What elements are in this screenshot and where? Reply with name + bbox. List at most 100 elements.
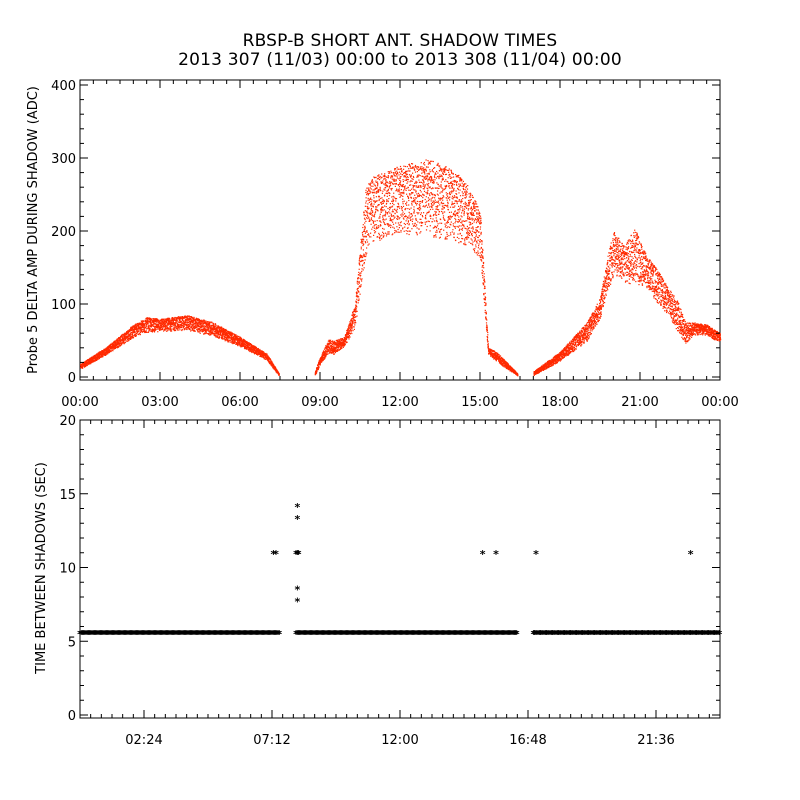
- amplitude-point: [319, 359, 321, 361]
- amplitude-point: [389, 192, 391, 195]
- amplitude-point: [428, 173, 430, 175]
- amplitude-point: [380, 209, 382, 211]
- amplitude-point: [197, 326, 200, 328]
- amplitude-point: [358, 280, 360, 283]
- amplitude-point: [323, 350, 325, 352]
- amplitude-point: [432, 201, 434, 204]
- amplitude-point: [386, 193, 389, 195]
- amplitude-point: [321, 355, 323, 357]
- amplitude-point: [375, 206, 377, 208]
- amplitude-point: [370, 218, 372, 220]
- amplitude-point: [173, 325, 175, 327]
- amplitude-point: [399, 168, 401, 170]
- amplitude-point: [158, 324, 160, 326]
- amplitude-point: [216, 328, 218, 330]
- amplitude-point: [230, 336, 232, 338]
- amplitude-point: [252, 345, 254, 347]
- amplitude-point: [426, 221, 428, 223]
- amplitude-point: [166, 328, 168, 330]
- amplitude-point: [137, 322, 139, 324]
- amplitude-point: [164, 326, 166, 328]
- amplitude-point: [168, 319, 170, 321]
- amplitude-point: [382, 190, 384, 192]
- amplitude-point: [250, 345, 252, 347]
- amplitude-point: [141, 330, 143, 332]
- amplitude-point: [194, 327, 196, 329]
- amplitude-point: [203, 326, 205, 329]
- amplitude-point: [371, 214, 373, 216]
- amplitude-point: [179, 319, 181, 321]
- amplitude-point: [208, 321, 210, 323]
- amplitude-point: [395, 198, 397, 200]
- amplitude-point: [131, 326, 133, 328]
- amplitude-point: [136, 325, 138, 328]
- amplitude-point: [378, 199, 380, 202]
- amplitude-point: [169, 321, 171, 323]
- amplitude-point: [230, 340, 232, 342]
- amplitude-point: [428, 182, 430, 185]
- amplitude-point: [379, 225, 381, 227]
- amplitude-point: [232, 339, 234, 341]
- amplitude-point: [427, 189, 429, 192]
- amplitude-point: [412, 184, 414, 186]
- amplitude-point: [201, 328, 203, 330]
- amplitude-point: [192, 319, 194, 321]
- amplitude-point: [365, 200, 367, 202]
- amplitude-point: [427, 160, 429, 162]
- amplitude-point: [173, 323, 175, 325]
- amplitude-point: [390, 181, 392, 183]
- amplitude-point: [145, 327, 147, 329]
- amplitude-point: [411, 215, 413, 217]
- amplitude-point: [344, 343, 346, 346]
- amplitude-point: [335, 345, 337, 347]
- amplitude-point: [186, 322, 188, 324]
- amplitude-point: [368, 188, 370, 190]
- amplitude-point: [244, 346, 246, 348]
- amplitude-point: [245, 344, 247, 347]
- amplitude-point: [381, 182, 384, 184]
- amplitude-point: [163, 323, 166, 325]
- amplitude-point: [366, 214, 368, 216]
- amplitude-point: [412, 167, 414, 169]
- amplitude-point: [278, 373, 280, 375]
- amplitude-point: [406, 182, 408, 184]
- amplitude-point: [373, 195, 375, 197]
- amplitude-point: [314, 373, 317, 375]
- amplitude-point: [393, 172, 395, 174]
- amplitude-point: [188, 328, 190, 330]
- amplitude-point: [353, 322, 355, 324]
- amplitude-point: [432, 208, 434, 210]
- amplitude-point: [181, 326, 183, 328]
- amplitude-point: [429, 161, 431, 164]
- amplitude-point: [369, 220, 371, 222]
- amplitude-point: [267, 360, 269, 362]
- amplitude-point: [212, 329, 214, 331]
- amplitude-point: [223, 328, 225, 330]
- amplitude-point: [129, 333, 131, 335]
- amplitude-point: [140, 329, 142, 331]
- amplitude-point: [368, 207, 370, 209]
- amplitude-point: [326, 348, 328, 351]
- amplitude-point: [333, 347, 335, 349]
- amplitude-point: [417, 186, 419, 188]
- amplitude-point: [180, 327, 182, 329]
- amplitude-point: [411, 178, 413, 180]
- amplitude-point: [407, 176, 409, 179]
- amplitude-point: [427, 197, 429, 199]
- amplitude-point: [417, 221, 419, 223]
- amplitude-point: [416, 176, 418, 178]
- amplitude-point: [389, 182, 391, 184]
- amplitude-point: [373, 197, 375, 199]
- amplitude-point: [157, 331, 159, 333]
- amplitude-point: [141, 324, 144, 326]
- amplitude-point: [229, 341, 231, 343]
- amplitude-point: [349, 323, 351, 325]
- amplitude-point: [352, 320, 355, 322]
- amplitude-point: [239, 345, 241, 347]
- amplitude-point: [405, 173, 407, 175]
- amplitude-point: [391, 187, 393, 190]
- amplitude-point: [179, 320, 181, 322]
- amplitude-point: [205, 327, 207, 329]
- amplitude-point: [156, 328, 158, 330]
- amplitude-point: [392, 200, 394, 203]
